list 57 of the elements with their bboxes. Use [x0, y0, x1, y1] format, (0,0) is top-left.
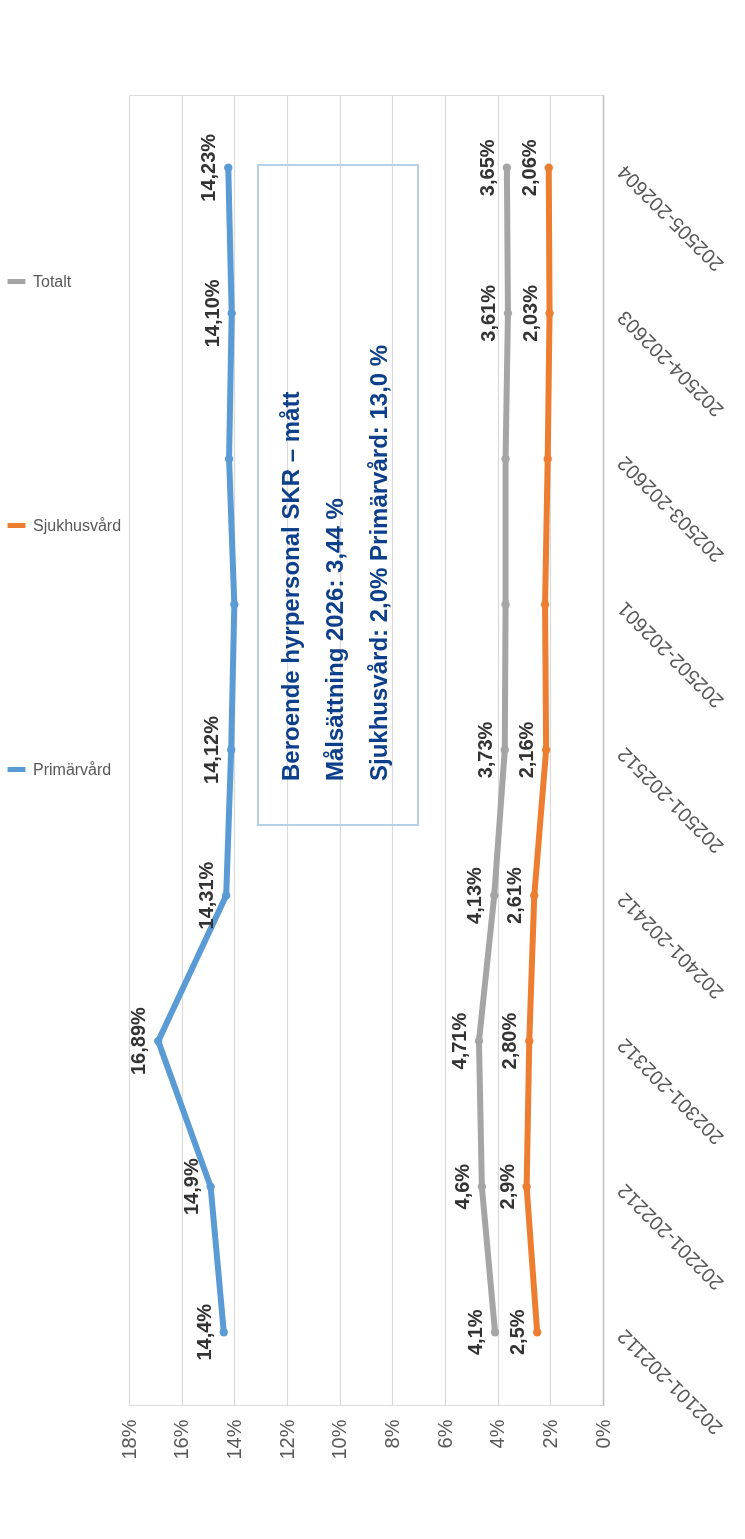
data-label: 14,12%: [200, 715, 223, 784]
point: [227, 309, 236, 318]
point: [544, 163, 553, 172]
point: [503, 309, 513, 318]
point: [530, 891, 539, 900]
x-tick-label: 8%: [380, 1419, 403, 1449]
x-tick-label: 12%: [275, 1419, 298, 1460]
point: [230, 600, 239, 609]
point: [219, 1328, 228, 1337]
point: [501, 600, 510, 609]
data-label: 4,6%: [450, 1163, 473, 1210]
x-tick-label: 6%: [433, 1419, 456, 1449]
data-label: 2,16%: [515, 721, 538, 779]
data-label: 4,1%: [464, 1309, 487, 1356]
data-label: 3,65%: [475, 139, 498, 197]
annotation: Målsättning 2026: 3,44 %: [321, 498, 348, 781]
data-label: 2,61%: [503, 866, 526, 924]
data-label: 14,9%: [179, 1158, 202, 1216]
point: [522, 1182, 531, 1191]
point: [545, 309, 554, 318]
data-label: 16,89%: [127, 1006, 150, 1076]
point: [502, 163, 512, 172]
x-tick-label: 0%: [591, 1419, 614, 1449]
legend-label: Primärvård: [33, 760, 112, 778]
data-label: 4,13%: [463, 866, 486, 924]
data-label: 2,9%: [495, 1163, 518, 1210]
data-label: 2,06%: [517, 139, 540, 197]
x-tick-label: 14%: [222, 1419, 245, 1460]
x-tick-label: 10%: [328, 1419, 351, 1460]
point: [541, 745, 551, 755]
x-tick-label: 18%: [117, 1419, 140, 1460]
data-label: 2,80%: [498, 1012, 521, 1070]
annotation: Sjukhusvård: 2,0% Primärvård: 13,0 %: [365, 344, 392, 781]
point: [490, 891, 499, 900]
point: [154, 1036, 163, 1046]
legend-label: Sjukhusvård: [33, 516, 122, 534]
point: [221, 891, 231, 900]
x-tick-label: 4%: [486, 1419, 509, 1449]
data-label: 3,73%: [473, 721, 496, 779]
data-label: 2,03%: [518, 284, 541, 342]
data-label: 14,10%: [200, 279, 223, 348]
point: [490, 1328, 500, 1337]
point: [224, 163, 233, 172]
data-label: 3,61%: [476, 284, 499, 342]
point: [540, 600, 550, 609]
data-label: 4,71%: [447, 1012, 470, 1070]
data-label: 2,5%: [506, 1309, 529, 1356]
point: [477, 1182, 487, 1191]
x-tick-label: 16%: [170, 1419, 193, 1460]
data-label: 14,23%: [197, 133, 220, 202]
data-label: 14,31%: [195, 861, 218, 930]
data-label: 14,4%: [192, 1303, 215, 1361]
x-tick-label: 2%: [538, 1419, 561, 1449]
point: [206, 1182, 215, 1191]
annotation: Beroende hyrpersonal SKR – mått: [277, 391, 304, 781]
point: [532, 1328, 542, 1337]
legend-label: Totalt: [33, 272, 72, 290]
